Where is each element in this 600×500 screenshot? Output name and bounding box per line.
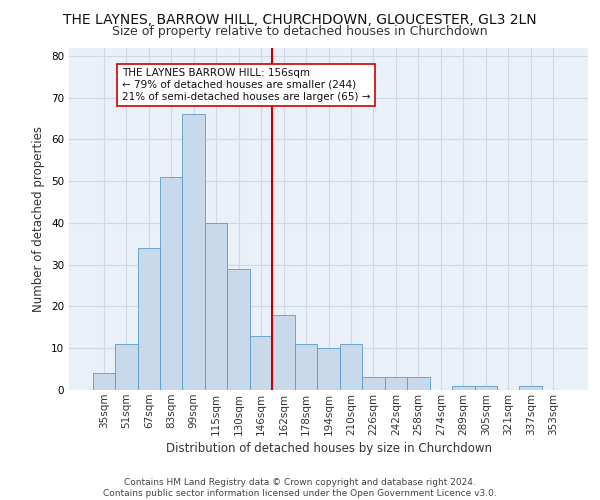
Bar [160, 177, 182, 390]
Bar [340, 344, 362, 390]
Text: Contains HM Land Registry data © Crown copyright and database right 2024.
Contai: Contains HM Land Registry data © Crown c… [103, 478, 497, 498]
Bar [115, 344, 137, 390]
Bar [92, 374, 115, 390]
Bar [250, 336, 272, 390]
Bar [475, 386, 497, 390]
Bar [137, 248, 160, 390]
Bar [272, 315, 295, 390]
Text: THE LAYNES BARROW HILL: 156sqm
← 79% of detached houses are smaller (244)
21% of: THE LAYNES BARROW HILL: 156sqm ← 79% of … [122, 68, 370, 102]
X-axis label: Distribution of detached houses by size in Churchdown: Distribution of detached houses by size … [166, 442, 491, 455]
Bar [362, 378, 385, 390]
Bar [227, 269, 250, 390]
Bar [520, 386, 542, 390]
Text: THE LAYNES, BARROW HILL, CHURCHDOWN, GLOUCESTER, GL3 2LN: THE LAYNES, BARROW HILL, CHURCHDOWN, GLO… [63, 12, 537, 26]
Bar [317, 348, 340, 390]
Bar [182, 114, 205, 390]
Bar [385, 378, 407, 390]
Bar [295, 344, 317, 390]
Bar [452, 386, 475, 390]
Text: Size of property relative to detached houses in Churchdown: Size of property relative to detached ho… [112, 25, 488, 38]
Y-axis label: Number of detached properties: Number of detached properties [32, 126, 46, 312]
Bar [407, 378, 430, 390]
Bar [205, 223, 227, 390]
